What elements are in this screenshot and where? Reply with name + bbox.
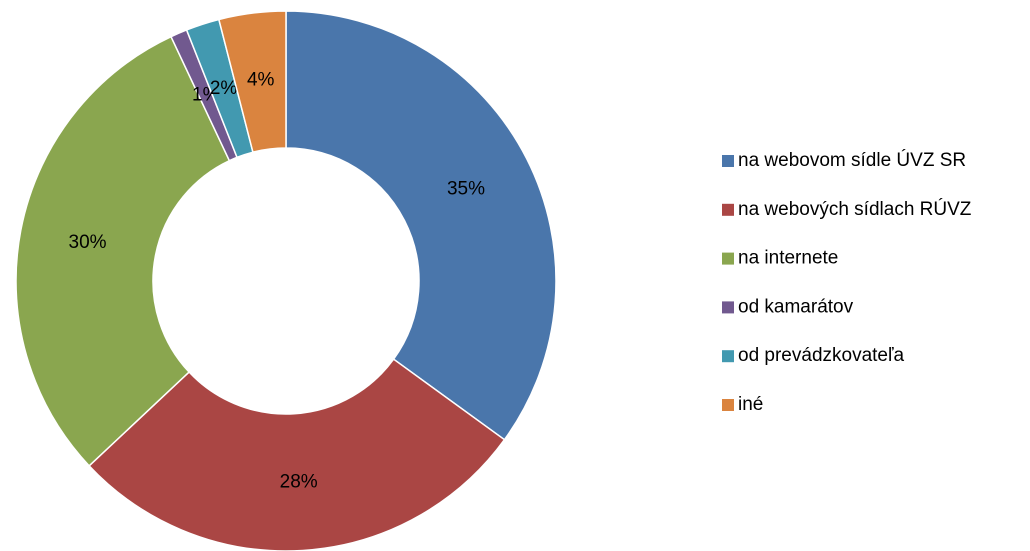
legend-label: od prevádzkovateľa (738, 345, 905, 366)
data-label: 2% (210, 78, 238, 99)
donut-slice (15, 35, 231, 467)
legend-label: od kamarátov (738, 296, 854, 317)
legend-label: iné (738, 394, 763, 415)
legend-swatch (722, 203, 734, 216)
legend-swatch (722, 301, 734, 314)
donut-slice (88, 358, 506, 551)
donut-slice (217, 10, 287, 154)
legend-swatch (722, 350, 734, 363)
legend-swatch (722, 155, 734, 167)
legend-label: na webových sídlach RÚVZ (738, 198, 972, 220)
legend-label: na internete (738, 248, 838, 269)
data-label: 35% (447, 178, 485, 199)
legend-swatch (722, 252, 734, 265)
data-label: 4% (247, 70, 275, 91)
legend-label: na webovom sídle ÚVZ SR (738, 149, 966, 171)
legend-swatch (722, 399, 734, 411)
donut-slice (285, 10, 557, 441)
data-label: 30% (69, 232, 107, 253)
data-label: 28% (280, 472, 318, 493)
